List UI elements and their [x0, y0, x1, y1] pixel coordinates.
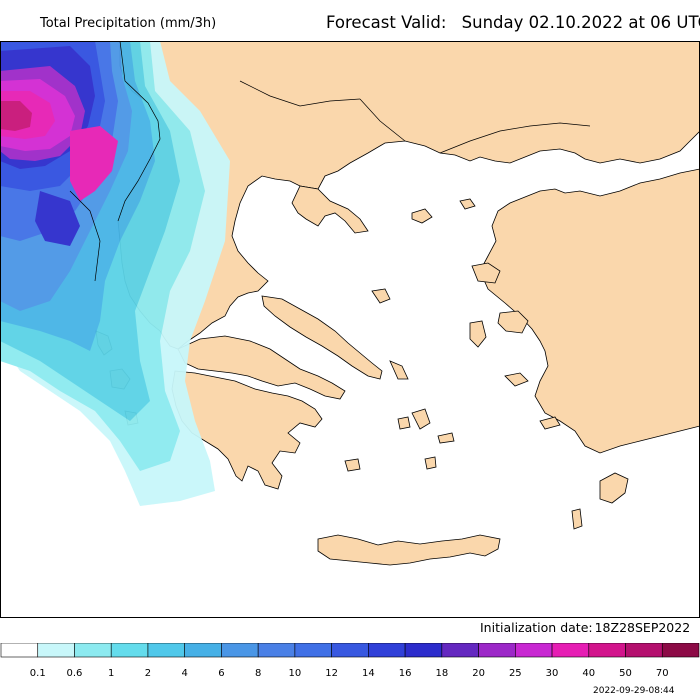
border-line-5 [69, 190, 101, 282]
legend-swatch [441, 643, 479, 658]
legend-tick-label: 12 [325, 668, 338, 679]
legend-swatch [74, 643, 112, 658]
land-santorini [424, 456, 437, 470]
legend-swatch [184, 643, 222, 658]
legend-swatch [0, 643, 39, 658]
legend-swatch [147, 643, 185, 658]
land-thasos [411, 208, 433, 224]
init-label: Initialization date: [480, 620, 593, 635]
land-anatolia [479, 168, 700, 454]
border-line-4 [439, 122, 591, 154]
land-evia [261, 295, 383, 380]
legend-swatch [661, 643, 700, 658]
initialization-date: Initialization date: 18Z28SEP2022 [480, 620, 690, 635]
legend-swatch [294, 643, 332, 658]
forecast-date: Sunday 02.10.2022 at 06 UTC [461, 13, 700, 32]
legend-swatch [515, 643, 553, 658]
legend-tick-label: 20 [472, 668, 485, 679]
forecast-valid: Forecast Valid: Sunday 02.10.2022 at 06 … [326, 13, 700, 32]
legend-swatch [37, 643, 75, 658]
init-value: 18Z28SEP2022 [594, 620, 691, 635]
land-lesbos [497, 310, 529, 334]
precip-band-13 [35, 191, 80, 246]
legend-swatch [551, 643, 590, 658]
land-samothraki [459, 198, 476, 210]
legend-swatch [331, 643, 369, 658]
legend-swatch [368, 643, 406, 658]
legend-tick-label: 16 [399, 668, 412, 679]
land-lemnos [471, 262, 501, 284]
legend-tick-label: 25 [509, 668, 522, 679]
legend-swatch [404, 643, 443, 658]
land-chios [469, 320, 487, 348]
land-crete [317, 534, 501, 566]
legend-tick-label: 30 [546, 668, 559, 679]
legend-tick-label: 6 [218, 668, 224, 679]
legend-tick-label: 2 [145, 668, 151, 679]
legend-swatch [257, 643, 296, 658]
legend-tick-label: 50 [619, 668, 632, 679]
legend-tick-label: 8 [255, 668, 261, 679]
legend-tick-label: 18 [435, 668, 448, 679]
legend-tick-label: 0.6 [67, 668, 83, 679]
land-paros [397, 416, 411, 430]
land-peloponnese [171, 370, 323, 490]
forecast-label: Forecast Valid: [326, 13, 447, 32]
land-milos [344, 458, 361, 472]
land-kos [539, 416, 561, 430]
timestamp: 2022-09-29-08:44 [593, 686, 675, 696]
land-amorgos [437, 432, 455, 444]
legend-swatch [625, 643, 663, 658]
land-andros [389, 360, 409, 380]
legend-swatch [478, 643, 516, 658]
land-samos [504, 372, 529, 387]
precipitation-overlay [0, 41, 230, 506]
precip-band-12 [70, 126, 118, 201]
land-karpathos [571, 508, 583, 530]
legend-swatch [221, 643, 259, 658]
legend-swatch [588, 643, 626, 658]
precip-band-11 [0, 101, 32, 131]
land-skyros [371, 288, 391, 304]
precipitation-map [0, 41, 700, 618]
legend-tick-label: 10 [289, 668, 302, 679]
legend-tick-labels: 0.1 0.6 1 2 4 6 8 10 12 14 16 18 20 25 30 40 50 70 [30, 668, 669, 679]
land-rhodes [599, 472, 629, 504]
legend-tick-label: 40 [582, 668, 595, 679]
legend-tick-label: 4 [181, 668, 187, 679]
border-line-1 [117, 41, 161, 222]
legend-tick-label: 70 [656, 668, 669, 679]
legend-tick-label: 0.1 [30, 668, 46, 679]
borders [69, 41, 591, 282]
land-naxos [411, 408, 431, 430]
legend-color-bar [0, 643, 700, 658]
legend-tick-label: 1 [108, 668, 114, 679]
legend-swatch [110, 643, 149, 658]
border-line-3 [359, 98, 406, 142]
land-central-greece [177, 335, 346, 400]
border-line-2 [239, 80, 361, 107]
land-chalkidiki [291, 185, 369, 234]
map-title: Total Precipitation (mm/3h) [40, 16, 217, 31]
precipitation-legend: 0.1 0.6 1 2 4 6 8 10 12 14 16 18 20 25 30 40 50 70 [0, 643, 700, 679]
legend-tick-label: 14 [362, 668, 375, 679]
